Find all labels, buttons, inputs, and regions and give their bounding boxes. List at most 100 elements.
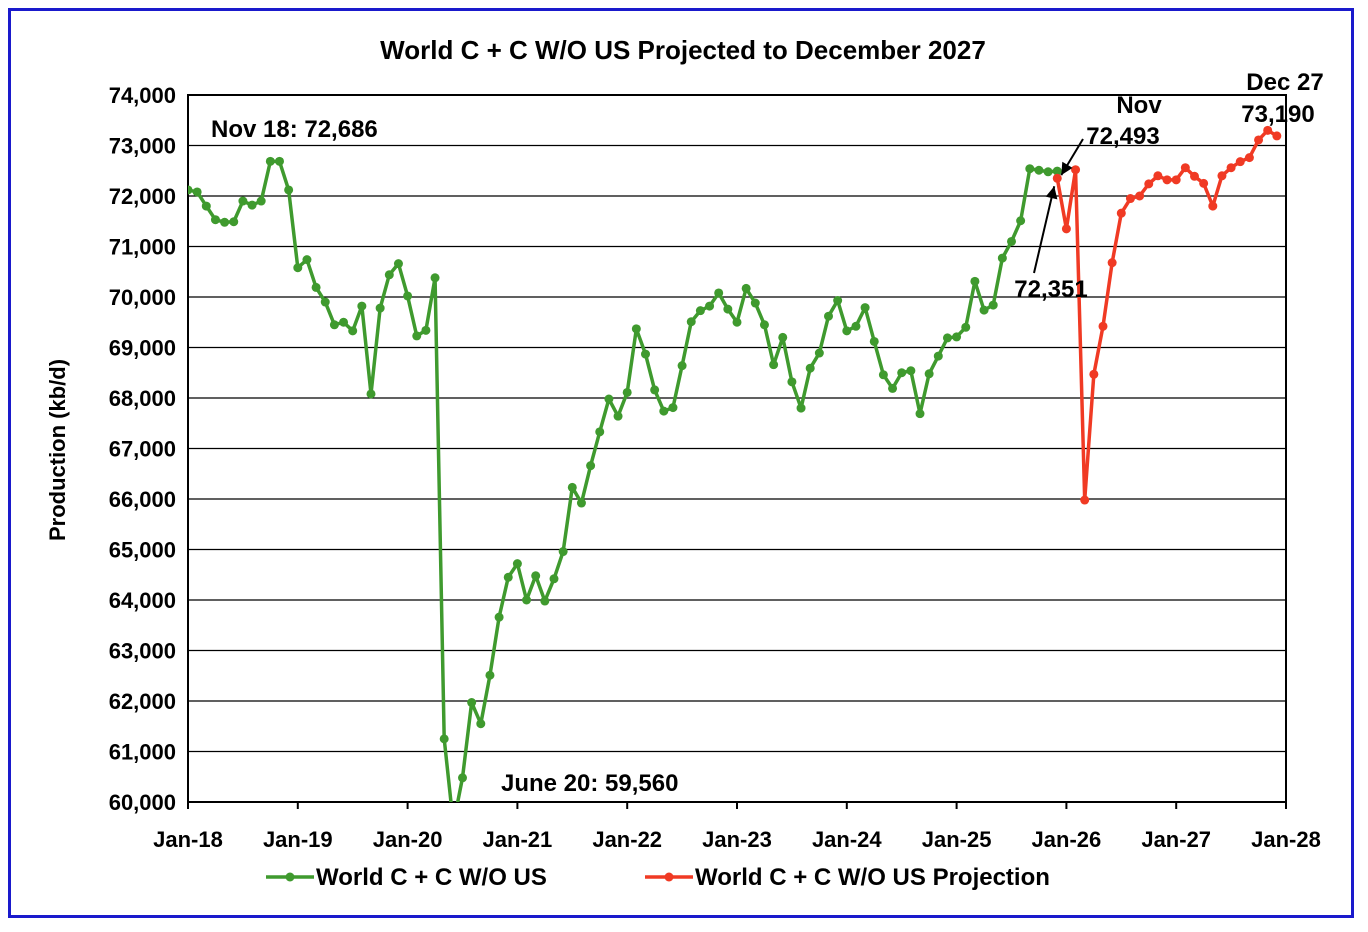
annotations: Nov 18: 72,686 June 20: 59,560 Nov 72,493 72… <box>211 69 1324 797</box>
data-point <box>1180 163 1190 173</box>
data-point <box>293 263 303 273</box>
data-point <box>723 304 733 314</box>
y-tick-label: 72,000 <box>109 184 176 209</box>
data-point <box>970 276 980 286</box>
data-point <box>1153 171 1163 181</box>
data-point <box>851 321 861 331</box>
arrow-first-projection <box>1033 186 1056 274</box>
data-point <box>732 317 742 327</box>
x-tick-label: Jan-19 <box>263 827 333 852</box>
data-point <box>824 311 833 321</box>
annotation-label: 73,190 <box>1241 101 1314 128</box>
data-point <box>778 332 788 342</box>
data-point <box>449 820 458 829</box>
data-point <box>531 571 541 581</box>
data-point <box>979 305 989 315</box>
data-point <box>668 403 678 413</box>
data-point <box>952 332 962 342</box>
legend: World C + C W/O US World C + C W/O US Pro… <box>266 864 1050 891</box>
data-point <box>188 185 193 195</box>
data-point <box>238 196 248 206</box>
series-group <box>188 125 1282 829</box>
data-point <box>741 283 751 293</box>
data-point <box>1244 153 1254 163</box>
data-point <box>1052 166 1062 176</box>
data-point <box>522 595 532 605</box>
series-line <box>1055 128 1278 502</box>
x-tick-label: Jan-28 <box>1251 827 1321 852</box>
data-point <box>988 300 998 310</box>
y-tick-label: 74,000 <box>109 83 176 108</box>
data-point <box>714 288 724 298</box>
x-tick-label: Jan-20 <box>373 827 443 852</box>
data-point <box>1135 191 1145 201</box>
y-tick-label: 73,000 <box>109 134 176 159</box>
data-point <box>357 301 367 311</box>
data-point <box>1208 201 1218 211</box>
data-point <box>604 394 614 404</box>
arrow-last-actual-head <box>1061 161 1073 176</box>
data-point <box>320 297 330 307</box>
data-point <box>229 217 239 227</box>
data-point <box>467 698 477 708</box>
data-point <box>1199 178 1209 188</box>
data-point <box>494 612 504 622</box>
legend-swatch-marker <box>285 872 295 882</box>
data-point <box>997 253 1007 263</box>
data-point <box>641 349 650 359</box>
data-point <box>695 306 705 316</box>
data-point <box>567 482 577 492</box>
data-point <box>403 291 413 301</box>
y-axis-ticks: 60,000 61,000 62,000 63,000 64,000 65,000 66,0… <box>109 83 176 815</box>
data-point <box>1025 164 1035 174</box>
data-point <box>384 270 394 280</box>
data-point <box>1052 173 1062 183</box>
data-point <box>348 326 358 336</box>
annotation-label: Nov 18: 72,686 <box>211 116 378 143</box>
annotation-label: Dec 27 <box>1246 69 1323 96</box>
legend-swatch-marker <box>664 872 674 882</box>
data-point <box>201 201 211 211</box>
x-tick-label: Jan-24 <box>812 827 882 852</box>
data-point <box>613 411 623 421</box>
data-point <box>256 196 266 206</box>
data-point <box>192 187 202 197</box>
annotation-label: 72,493 <box>1086 123 1159 150</box>
data-point <box>897 368 907 378</box>
data-point <box>1116 208 1126 218</box>
data-point <box>705 301 715 311</box>
x-tick-label: Jan-23 <box>702 827 772 852</box>
data-point <box>860 303 870 313</box>
data-point <box>1043 167 1053 177</box>
gridlines <box>188 94 1286 803</box>
data-point <box>677 361 687 371</box>
data-point <box>439 734 449 744</box>
data-point <box>906 366 916 376</box>
y-tick-label: 62,000 <box>109 689 176 714</box>
data-point <box>1144 179 1154 189</box>
data-point <box>485 670 495 680</box>
chart-frame: World C + C W/O US Projected to December… <box>8 8 1354 918</box>
data-point <box>284 185 294 195</box>
data-point <box>1061 224 1071 234</box>
data-point <box>1098 321 1108 331</box>
data-point <box>430 273 440 283</box>
data-point <box>1107 258 1117 268</box>
x-axis-ticks: Jan-18 Jan-19 Jan-20 Jan-21 Jan-22 Jan-23 Jan-… <box>153 802 1321 852</box>
data-point <box>549 574 559 584</box>
data-point <box>759 320 769 330</box>
x-tick-label: Jan-26 <box>1032 827 1102 852</box>
data-point <box>210 215 220 225</box>
legend-label: World C + C W/O US <box>316 864 547 891</box>
arrow-first-projection-head <box>1045 186 1058 200</box>
data-point <box>220 217 230 227</box>
y-tick-label: 60,000 <box>109 790 176 815</box>
chart-title: World C + C W/O US Projected to December… <box>380 35 986 65</box>
data-point <box>302 255 312 265</box>
data-point <box>878 370 888 380</box>
data-point <box>503 572 513 582</box>
data-point <box>659 406 669 416</box>
data-point <box>512 559 522 569</box>
data-point <box>814 348 824 358</box>
data-point <box>247 200 257 210</box>
